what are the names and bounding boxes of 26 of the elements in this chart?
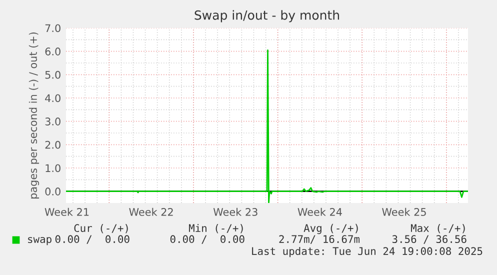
chart-title: Swap in/out - by month: [194, 10, 340, 22]
text: Min (-/+): [188, 224, 243, 234]
x-tick-label: Week 25: [382, 208, 426, 216]
x-tick-label: Week 22: [129, 208, 173, 216]
text: Max (-/+): [410, 224, 465, 234]
y-tick-label: 4.0: [45, 94, 60, 102]
line-series: [66, 49, 468, 203]
x-tick-label: Week 23: [213, 208, 258, 216]
text: Avg (-/+): [304, 224, 358, 234]
text: 2.77m/ 16.67m: [279, 235, 360, 244]
x-tick-label: Week 24: [298, 208, 342, 216]
x-tick-label: Week 21: [44, 208, 89, 216]
text: Last update: Tue Jun 24 19:00:08 2025: [252, 246, 482, 258]
y-tick-label: 7.0: [45, 24, 60, 32]
text: Cur (-/+): [74, 224, 128, 234]
text: 0.00 / 0.00: [170, 235, 244, 244]
text: 0.00 / 0.00: [55, 235, 130, 244]
y-axis-title: pages per second in (-) / out (+): [28, 32, 40, 198]
y-tick-label: 3.0: [45, 118, 60, 126]
y-tick-label: 6.0: [45, 48, 60, 56]
y-tick-label: 0.0: [45, 188, 60, 196]
y-tick-label: 5.0: [45, 70, 60, 79]
y-tick-label: 1.0: [46, 164, 60, 172]
legend-label: swap: [28, 237, 52, 246]
y-tick-label: 2.0: [45, 140, 60, 149]
text: 3.56 / 36.56: [392, 235, 466, 244]
